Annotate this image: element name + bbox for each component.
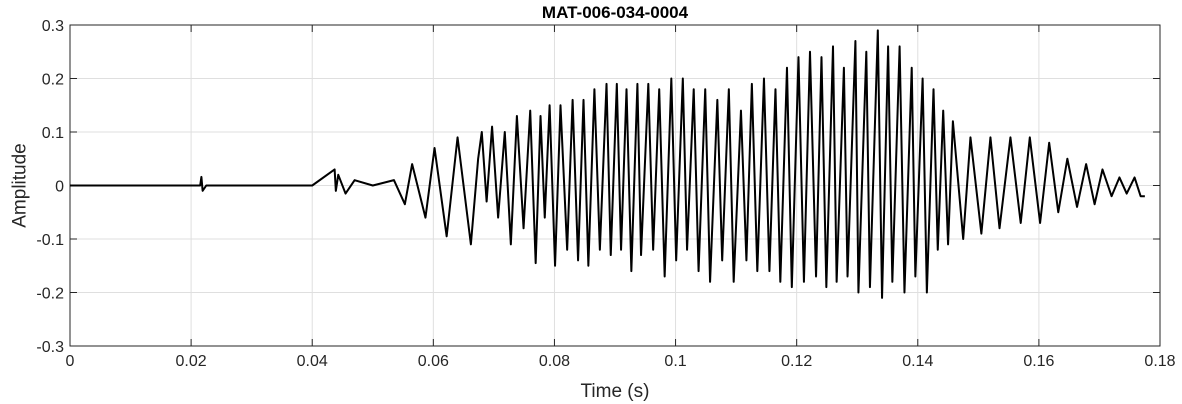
series-line [70, 29, 1145, 299]
x-tick-label: 0.1 [664, 353, 686, 370]
x-tick-label: 0.02 [176, 353, 207, 370]
y-tick-label: -0.2 [36, 286, 64, 303]
y-axis-label: Amplitude [10, 143, 31, 228]
y-tick-label: -0.1 [36, 232, 64, 249]
series-group [70, 29, 1145, 299]
x-tick-label: 0.18 [1144, 353, 1175, 370]
y-tick-label: 0 [55, 179, 64, 196]
x-tick-label: 0.16 [1023, 353, 1054, 370]
x-tick-label: 0 [66, 353, 75, 370]
x-tick-label: 0.04 [297, 353, 328, 370]
x-tick-label: 0.08 [539, 353, 570, 370]
x-tick-label: 0.14 [902, 353, 933, 370]
y-tick-label: 0.3 [42, 18, 64, 35]
axis-ticks: 0 0.02 0.04 0.06 0.08 0.1 0.12 0.14 0.16 0.18 -0.3… [36, 18, 1175, 370]
y-tick-label: 0.1 [42, 125, 64, 142]
y-tick-label: 0.2 [42, 72, 64, 89]
chart-title: MAT-006-034-0004 [542, 3, 689, 22]
x-tick-label: 0.12 [781, 353, 812, 370]
x-axis-label: Time (s) [581, 381, 650, 402]
y-tick-label: -0.3 [36, 339, 64, 356]
x-tick-label: 0.06 [418, 353, 449, 370]
